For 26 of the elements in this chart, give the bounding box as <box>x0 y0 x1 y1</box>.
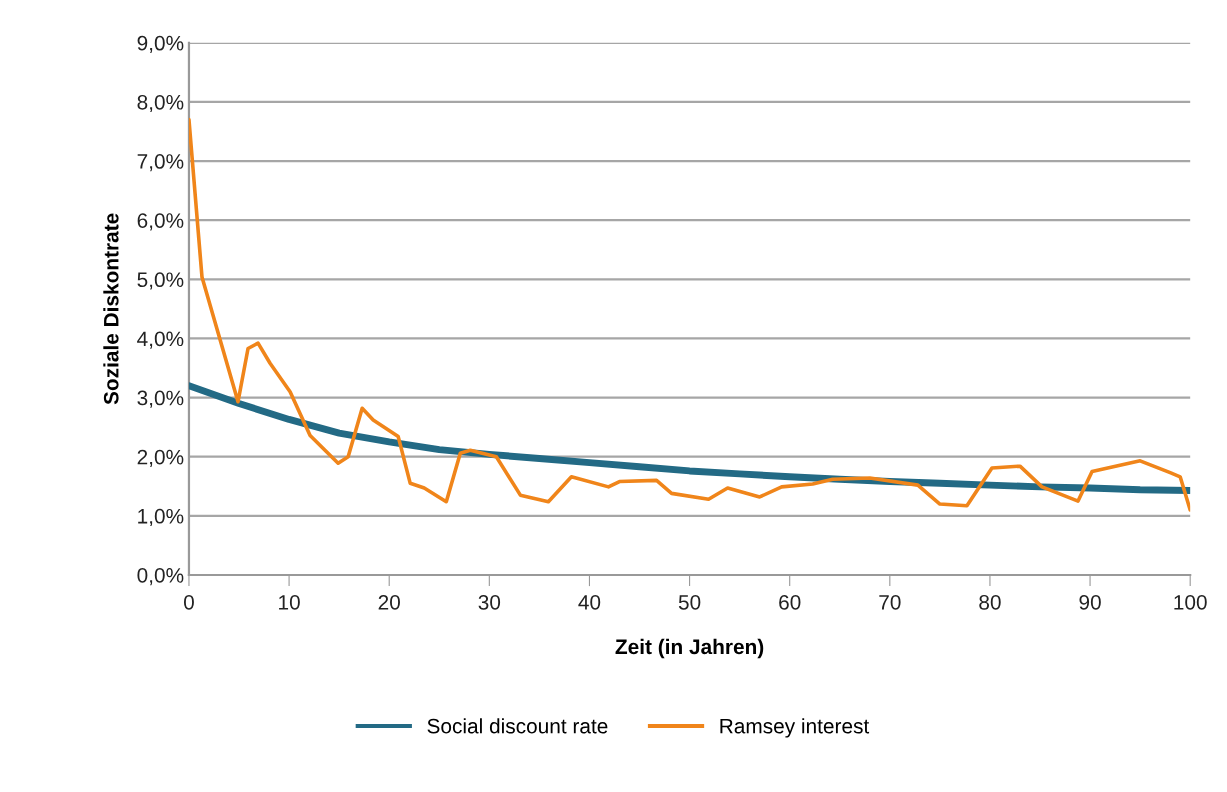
y-tick-label: 1,0% <box>138 508 184 527</box>
y-tick-label: 5,0% <box>137 272 184 290</box>
line-series <box>188 117 1191 512</box>
x-tick-label: 100 <box>1174 594 1207 610</box>
x-tick-label: 0 <box>183 594 194 610</box>
x-tick-label: 90 <box>1079 594 1101 610</box>
y-tick-label: 8,0% <box>137 94 184 113</box>
y-tick-label: 4,0% <box>137 331 184 349</box>
x-tick-label: 20 <box>378 594 400 610</box>
y-tick-label: 0,0% <box>137 567 184 586</box>
y-axis-title: Soziale Diskontrate <box>103 213 119 405</box>
x-tick-label: 70 <box>879 594 901 610</box>
legend-label: Ramsey interest <box>720 718 870 738</box>
x-tick-label: 50 <box>678 594 701 610</box>
legend-label: Social discount rate <box>427 718 608 734</box>
y-tick-label: 3,0% <box>137 390 184 408</box>
y-tick-label: 6,0% <box>137 213 184 231</box>
x-tick-label: 80 <box>979 594 1001 610</box>
y-tick-label: 2,0% <box>137 449 184 467</box>
x-tick-label: 30 <box>478 594 501 610</box>
x-tick-label: 60 <box>779 594 801 610</box>
x-tick-label: 10 <box>279 594 300 610</box>
y-tick-label: 9,0% <box>137 35 184 53</box>
x-axis-title: Zeit (in Jahren) <box>615 638 764 659</box>
x-tick-label: 40 <box>578 594 601 610</box>
y-tick-label: 7,0% <box>137 154 184 172</box>
